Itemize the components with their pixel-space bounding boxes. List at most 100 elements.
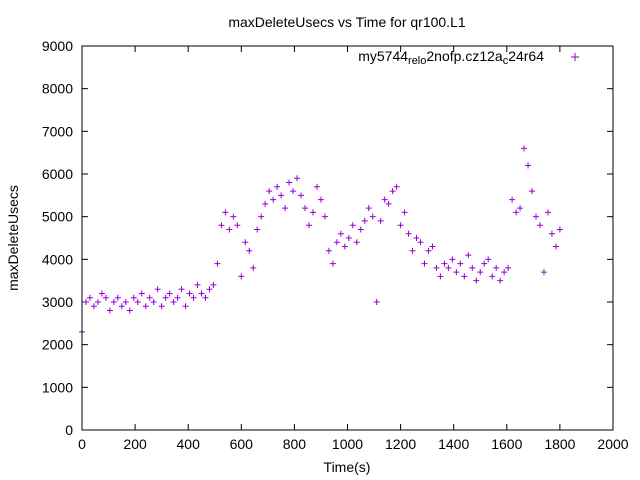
data-point [353, 239, 360, 246]
axis-ticks: 0 200 400 600 800 1000 1200 1400 1600 1800 2000 0 10… [42, 38, 629, 452]
data-point [258, 213, 265, 220]
data-point [230, 213, 237, 220]
data-point [317, 196, 324, 203]
data-point [94, 299, 101, 305]
data-point [202, 294, 209, 301]
data-point [393, 183, 400, 190]
data-point [82, 299, 89, 305]
data-point [298, 192, 305, 199]
data-point [106, 307, 113, 314]
data-point [114, 294, 121, 301]
data-point [214, 260, 221, 267]
data-point [86, 294, 93, 301]
y-tick-label: 6000 [42, 166, 73, 182]
x-tick-label: 400 [177, 436, 201, 452]
x-axis-label: Time(s) [324, 459, 371, 475]
data-point [473, 277, 480, 284]
y-axis-label: maxDeleteUsecs [5, 185, 21, 291]
data-point [449, 256, 456, 263]
data-point [313, 183, 320, 190]
data-point [429, 243, 436, 250]
y-tick-label: 5000 [42, 209, 73, 225]
data-point [238, 273, 245, 280]
data-point [377, 217, 384, 224]
data-point [525, 162, 532, 169]
data-point [457, 260, 464, 267]
data-point [485, 256, 492, 263]
x-tick-label: 600 [230, 436, 254, 452]
data-point [190, 294, 197, 301]
data-point [210, 281, 217, 288]
data-point [270, 196, 277, 203]
legend-text-part: 24r64 [508, 48, 544, 64]
data-point [533, 213, 540, 220]
data-point [302, 205, 309, 212]
data-point [433, 264, 440, 271]
legend-text-part: my5744 [358, 48, 408, 64]
data-point [389, 188, 396, 195]
data-point [417, 239, 424, 246]
data-point [373, 299, 380, 305]
data-point [246, 247, 253, 254]
data-point [521, 145, 528, 152]
y-tick-label: 1000 [42, 379, 73, 395]
data-point [90, 303, 97, 310]
data-point [146, 294, 153, 301]
legend-marker [571, 53, 579, 61]
x-tick-label: 1400 [438, 436, 469, 452]
data-point [469, 264, 476, 271]
data-point [222, 209, 229, 216]
y-tick-label: 2000 [42, 337, 73, 353]
data-point [517, 205, 524, 212]
x-tick-label: 200 [123, 436, 147, 452]
data-point [206, 286, 213, 293]
data-point [552, 243, 559, 250]
data-point [286, 179, 293, 186]
data-point [409, 247, 416, 254]
data-point [369, 213, 376, 220]
data-point [477, 269, 484, 276]
data-point [242, 239, 249, 246]
plot-points [79, 145, 563, 335]
x-tick-label: 2000 [597, 436, 628, 452]
data-point [333, 239, 340, 246]
y-tick-label: 9000 [42, 38, 73, 54]
data-point [282, 205, 289, 212]
data-point [341, 243, 348, 250]
data-point [266, 188, 273, 195]
data-point [556, 226, 563, 233]
data-point [481, 260, 488, 267]
data-point [254, 226, 261, 233]
y-tick-label: 4000 [42, 251, 73, 267]
x-tick-label: 1600 [491, 436, 522, 452]
data-point [505, 264, 512, 271]
data-point [453, 269, 460, 276]
data-point [98, 290, 105, 297]
plot-frame [81, 45, 614, 431]
data-point [413, 235, 420, 241]
data-point [118, 303, 125, 310]
data-point [126, 307, 133, 314]
data-point [306, 222, 313, 229]
data-point [441, 260, 448, 267]
data-point [182, 303, 189, 310]
data-point [325, 247, 332, 254]
data-point [548, 230, 555, 237]
data-point [142, 303, 149, 310]
data-point [493, 264, 500, 271]
y-tick-label: 7000 [42, 123, 73, 139]
legend-subscript: o [420, 55, 426, 67]
x-tick-label: 1200 [385, 436, 416, 452]
data-point [385, 200, 392, 207]
data-point [421, 260, 428, 267]
data-point [134, 299, 141, 305]
data-point [162, 294, 169, 301]
data-point [405, 230, 412, 237]
data-point [529, 188, 536, 195]
data-point [294, 175, 301, 182]
x-tick-label: 0 [78, 436, 86, 452]
data-point [150, 299, 157, 305]
data-point [321, 213, 328, 220]
x-tick-label: 800 [283, 436, 307, 452]
data-point [122, 299, 129, 305]
